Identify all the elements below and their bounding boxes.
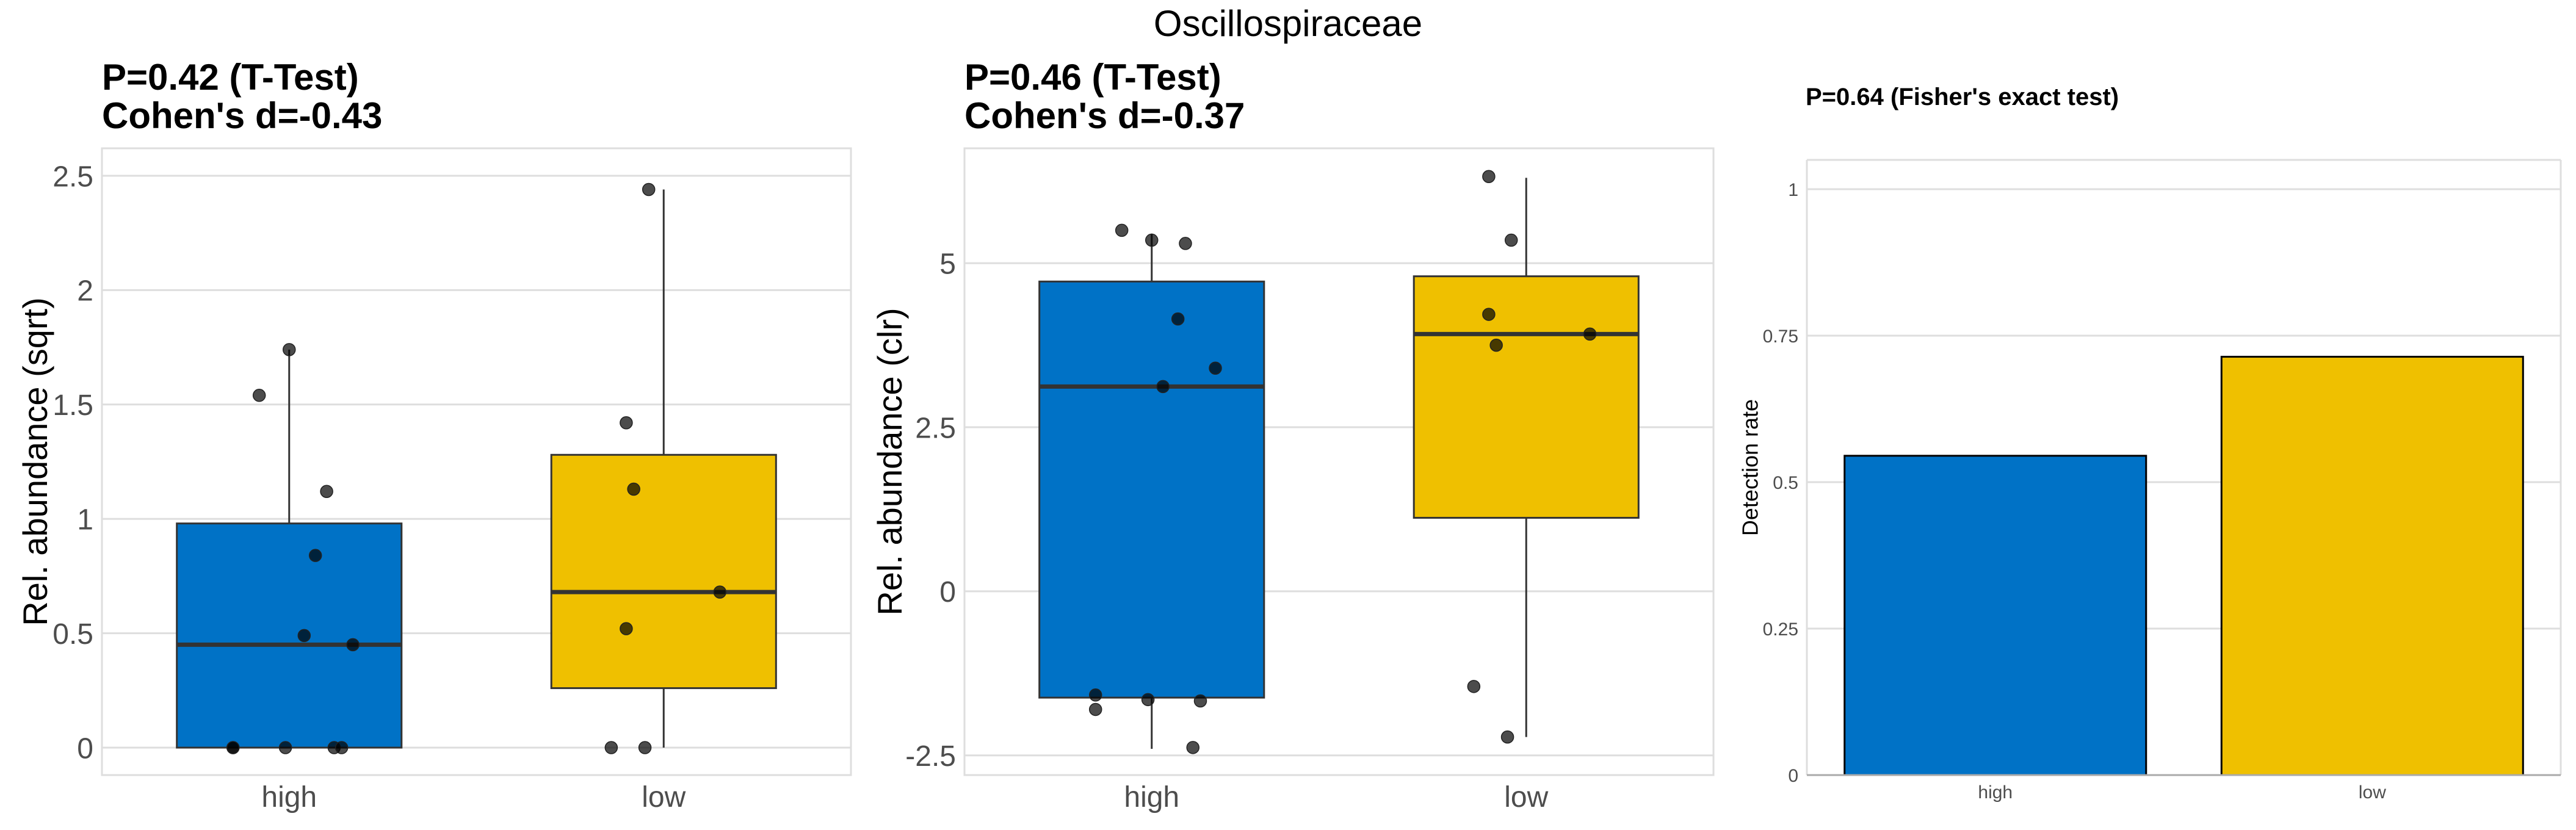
- y-tick-label: 0.5: [52, 618, 93, 651]
- y-tick-label: 2.5: [52, 161, 93, 193]
- data-point: [1500, 730, 1514, 744]
- data-point: [1115, 223, 1129, 237]
- x-tick-label: low: [642, 781, 686, 814]
- y-tick-label: 1: [77, 503, 93, 536]
- data-point: [1171, 312, 1185, 326]
- y-axis-label: Rel. abundance (clr): [870, 308, 909, 615]
- data-point: [1193, 694, 1207, 708]
- data-point: [1489, 338, 1503, 352]
- data-point: [278, 741, 292, 754]
- y-tick-label: 2.5: [915, 412, 956, 444]
- box-iqr: [176, 522, 403, 749]
- y-tick-label: -2.5: [905, 740, 956, 773]
- data-point: [1141, 693, 1155, 707]
- data-point: [1088, 688, 1102, 702]
- box-iqr: [550, 453, 777, 690]
- box-high: [1038, 223, 1265, 754]
- data-point: [713, 585, 727, 599]
- data-point: [297, 629, 311, 643]
- box-high: [176, 343, 403, 754]
- panel-title-line: Cohen's d=-0.43: [102, 95, 382, 136]
- y-tick-label: 0: [77, 732, 93, 765]
- data-point: [1583, 327, 1597, 341]
- panel-title-line: Cohen's d=-0.37: [964, 95, 1245, 136]
- y-tick-label: 2: [77, 275, 93, 308]
- bar-high: [1843, 455, 2147, 776]
- x-tick-label: low: [1504, 781, 1548, 814]
- figure-title: Oscillospiraceae: [1153, 3, 1423, 44]
- panel-2: -2.5 0 2.5 5 P=0.46 (T-Test)Cohen's d=-0.37 R…: [870, 57, 1715, 814]
- data-point: [1467, 680, 1481, 693]
- data-point: [346, 638, 360, 652]
- y-tick-label: 1: [1788, 180, 1798, 200]
- data-point: [620, 622, 633, 635]
- data-point: [1482, 308, 1496, 321]
- bar-low: [2220, 356, 2524, 776]
- y-tick-label: 1.5: [52, 389, 93, 422]
- y-tick-label: 0.25: [1763, 619, 1798, 640]
- data-point: [308, 549, 322, 562]
- y-axis-label: Detection rate: [1738, 399, 1763, 536]
- data-point: [320, 485, 333, 498]
- panel-border: [963, 147, 1715, 776]
- data-point: [620, 416, 633, 430]
- panel-3: 0 0.25 0.5 0.75 1 P=0.64 (Fisher's exact test…: [1738, 84, 2562, 803]
- data-point: [226, 741, 240, 754]
- data-point: [1186, 741, 1199, 754]
- data-point: [1145, 233, 1159, 247]
- data-point: [642, 182, 656, 197]
- box-iqr: [1038, 280, 1265, 699]
- y-tick-label: 5: [939, 248, 956, 280]
- data-point: [627, 482, 640, 496]
- panel-title-line: P=0.46 (T-Test): [964, 57, 1221, 98]
- data-point: [1156, 380, 1170, 394]
- x-tick-label: high: [261, 781, 317, 814]
- y-tick-label: 0.5: [1773, 473, 1798, 493]
- panel-title-line: P=0.42 (T-Test): [102, 57, 359, 98]
- box-low: [550, 182, 777, 754]
- panel-title-line: P=0.64 (Fisher's exact test): [1806, 84, 2119, 110]
- data-point: [1504, 233, 1518, 247]
- data-point: [252, 389, 266, 402]
- y-tick-label: 0: [939, 576, 956, 608]
- y-tick-label: 0: [1788, 766, 1798, 786]
- data-point: [638, 741, 652, 754]
- x-tick-label: low: [2359, 782, 2386, 803]
- data-point: [335, 741, 349, 754]
- y-tick-label: 0.75: [1763, 327, 1798, 347]
- data-point: [1179, 237, 1192, 250]
- box-iqr: [1413, 275, 1640, 519]
- data-point: [604, 741, 618, 754]
- data-point: [1482, 170, 1496, 183]
- x-tick-label: high: [1978, 782, 2013, 803]
- y-axis-label: Rel. abundance (sqrt): [16, 297, 54, 626]
- data-point: [1209, 361, 1222, 375]
- panel-border: [101, 147, 852, 776]
- panel-1: 0 0.5 1 1.5 2 2.5 P=0.42 (T-Test)Cohen's d=-0.…: [16, 57, 852, 814]
- x-tick-label: high: [1124, 781, 1179, 814]
- box-low: [1413, 170, 1640, 744]
- data-point: [283, 343, 296, 356]
- data-point: [1088, 702, 1102, 716]
